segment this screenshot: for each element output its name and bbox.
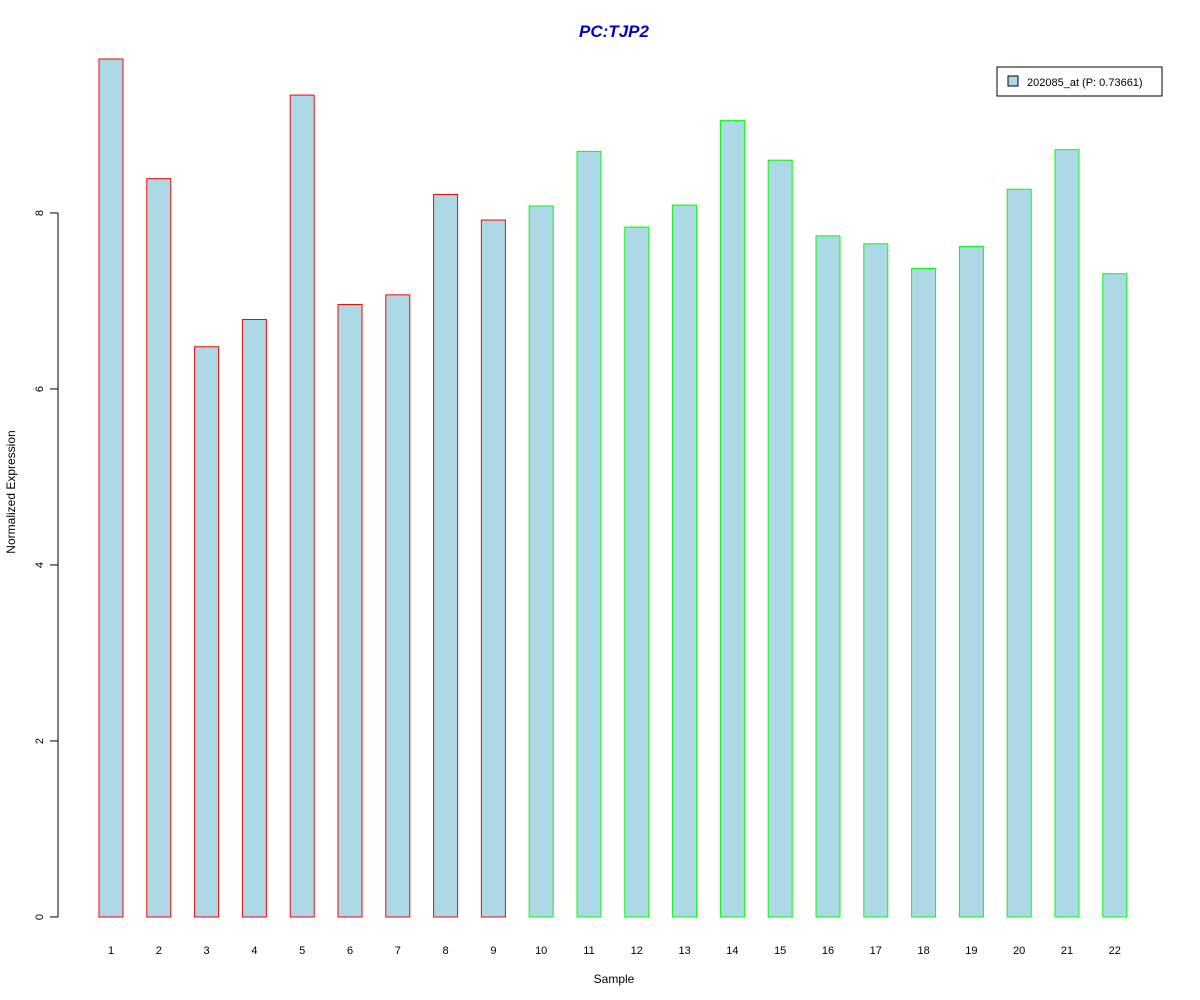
x-tick-label: 11	[583, 945, 594, 957]
x-tick-label: 2	[156, 945, 162, 957]
bar-sample-7	[385, 294, 411, 918]
y-tick-label: 6	[34, 386, 46, 392]
bar-sample-20	[1006, 188, 1032, 918]
x-tick-label: 22	[1109, 945, 1121, 957]
x-tick-label: 12	[631, 945, 643, 957]
x-tick-label: 4	[251, 945, 257, 957]
bar-sample-21	[1054, 149, 1080, 918]
bars	[98, 58, 1128, 918]
bar-sample-19	[958, 245, 984, 918]
x-tick-label: 17	[870, 945, 882, 957]
bar-sample-5	[289, 94, 315, 918]
bar-sample-10	[528, 205, 554, 918]
bar-sample-4	[241, 318, 267, 918]
x-tick-label: 20	[1013, 945, 1025, 957]
x-tick-label: 14	[726, 945, 738, 957]
legend-swatch	[1007, 75, 1019, 87]
legend: 202085_at (P: 0.73661)	[996, 66, 1163, 97]
bar-sample-8	[433, 194, 459, 918]
y-tick-label: 0	[34, 914, 46, 920]
bar-sample-13	[672, 204, 698, 918]
bar-sample-2	[146, 178, 172, 918]
y-axis: 0 2 4 6 8	[34, 210, 59, 920]
x-tick-label: 3	[204, 945, 210, 957]
bar-sample-1	[98, 58, 124, 918]
bar-sample-9	[480, 219, 506, 918]
x-axis-label: Sample	[594, 972, 635, 986]
bar-sample-15	[767, 159, 793, 918]
y-tick-label: 4	[34, 562, 46, 568]
x-tick-label: 18	[917, 945, 929, 957]
x-tick-label: 8	[443, 945, 449, 957]
bar-sample-22	[1102, 273, 1128, 918]
y-tick-label: 8	[34, 210, 46, 216]
y-tick-label: 2	[34, 738, 46, 744]
chart-title: PC:TJP2	[579, 22, 649, 41]
x-tick-label: 16	[822, 945, 834, 957]
bar-sample-11	[576, 150, 602, 918]
x-tick-label: 15	[774, 945, 786, 957]
x-tick-label: 9	[490, 945, 496, 957]
bar-sample-18	[911, 267, 937, 918]
bar-sample-3	[194, 346, 220, 918]
x-tick-label: 21	[1061, 945, 1073, 957]
x-tick-label: 5	[299, 945, 305, 957]
y-axis-label: Normalized Expression	[4, 430, 18, 553]
bar-sample-17	[863, 243, 889, 918]
x-tick-label: 6	[347, 945, 353, 957]
bar-sample-6	[337, 304, 363, 918]
x-tick-label: 1	[108, 945, 114, 957]
x-tick-label: 19	[965, 945, 977, 957]
legend-label: 202085_at (P: 0.73661)	[1027, 77, 1143, 89]
legend-box	[996, 66, 1163, 97]
x-tick-labels: 1 2 3 4 5 6 7 8 9 10 11 12 13 14 15 16 17 18 19 20 21 22	[108, 945, 1121, 957]
bar-sample-16	[815, 235, 841, 918]
x-tick-label: 10	[535, 945, 547, 957]
x-tick-label: 7	[395, 945, 401, 957]
bar-sample-14	[719, 120, 745, 918]
x-tick-label: 13	[678, 945, 690, 957]
bar-sample-12	[624, 226, 650, 918]
